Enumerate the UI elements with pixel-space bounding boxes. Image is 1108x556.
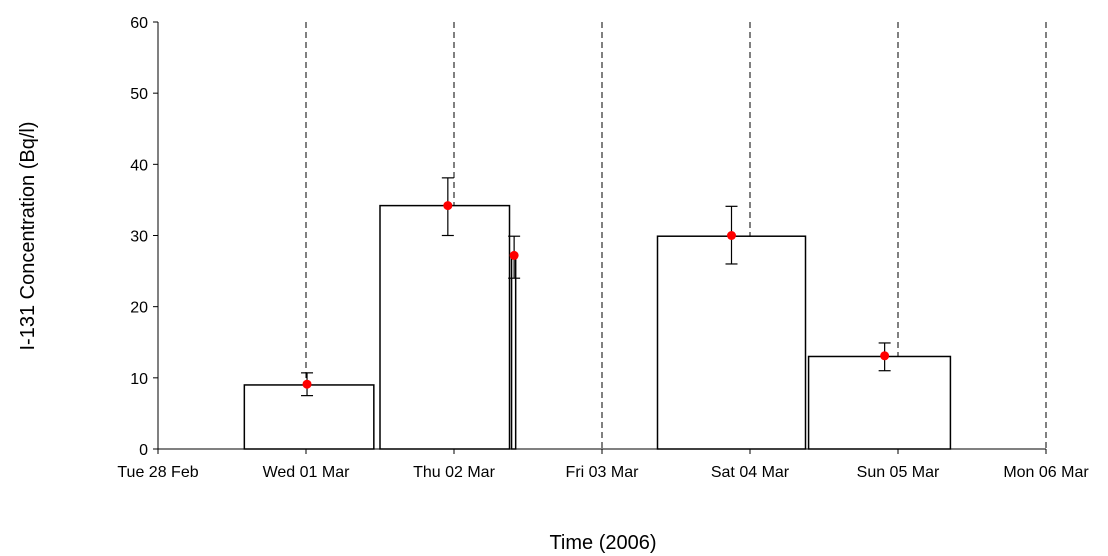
- x-tick-label: Tue 28 Feb: [117, 464, 198, 481]
- x-tick-label: Sat 04 Mar: [711, 464, 790, 481]
- y-tick-label: 0: [139, 442, 148, 459]
- y-tick-label: 10: [130, 371, 148, 388]
- x-tick-label: Fri 03 Mar: [566, 464, 640, 481]
- bar: [656, 235, 807, 450]
- y-tick-label: 20: [130, 300, 148, 317]
- vertical-gridlines: [305, 22, 1047, 449]
- data-point: [443, 201, 453, 211]
- y-tick-label: 40: [130, 157, 148, 174]
- y-tick-label: 30: [130, 229, 148, 246]
- y-ticks: 0 10 20 30 40 50 60: [130, 15, 158, 459]
- x-tick-label: Wed 01 Mar: [263, 464, 351, 481]
- x-ticks: Tue 28 Feb Wed 01 Mar Thu 02 Mar Fri 03 Mar…: [117, 449, 1089, 481]
- bar: [379, 204, 511, 450]
- data-point: [727, 231, 736, 240]
- y-axis-title: I-131 Concentration (Bq/l): [17, 121, 39, 350]
- data-point: [880, 351, 890, 361]
- x-axis-title: Time (2006): [549, 532, 656, 554]
- y-tick-label: 50: [130, 86, 148, 103]
- x-tick-label: Thu 02 Mar: [413, 464, 495, 481]
- data-points: [301, 177, 891, 397]
- bar: [243, 384, 375, 450]
- bars: [243, 204, 952, 450]
- bar: [510, 254, 517, 450]
- data-point: [509, 250, 519, 260]
- y-tick-label: 60: [130, 15, 148, 32]
- x-tick-label: Mon 06 Mar: [1003, 464, 1089, 481]
- data-point: [302, 379, 312, 389]
- x-tick-label: Sun 05 Mar: [857, 464, 940, 481]
